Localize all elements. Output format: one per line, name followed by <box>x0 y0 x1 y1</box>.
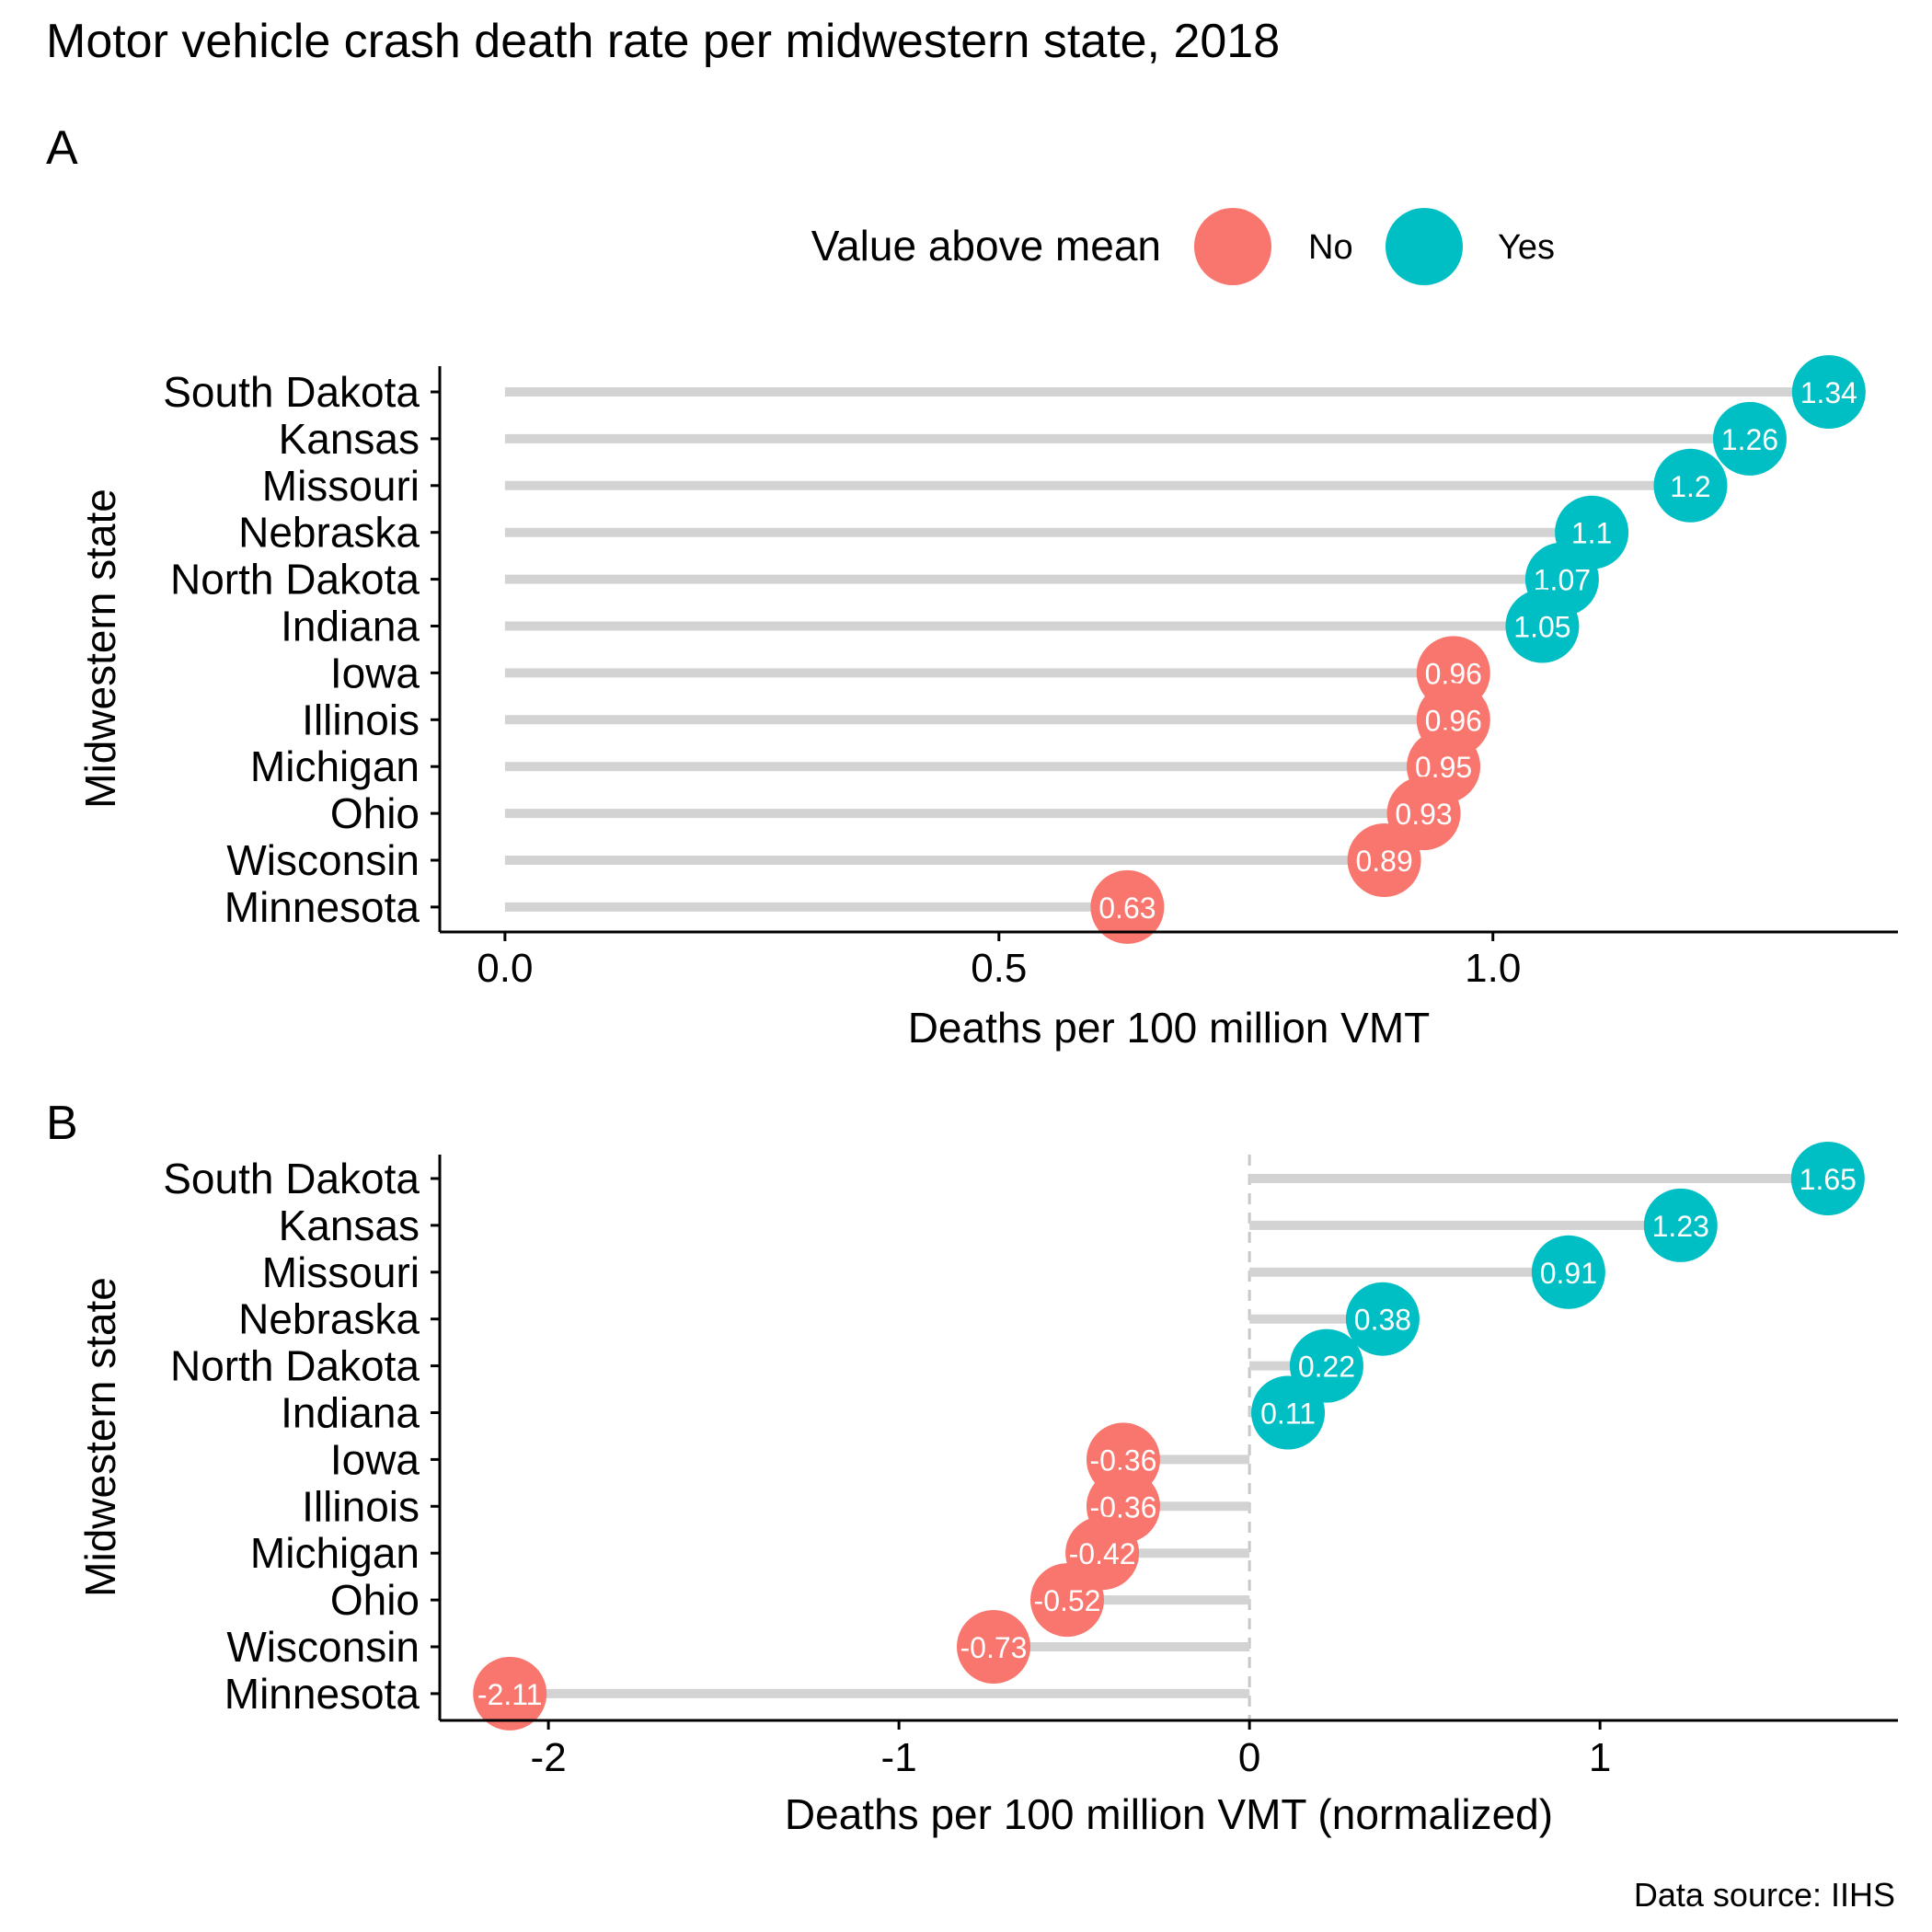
panel-letter: B <box>46 1097 78 1150</box>
y-tick-label-wisconsin: Wisconsin <box>226 836 420 884</box>
panel-a: A 1.34 South Dakota 1.26 Kansas 1.2 Missouri 1.… <box>46 121 1898 1052</box>
value-label-kansas: 1.26 <box>1721 423 1778 456</box>
value-label-minnesota: 0.63 <box>1098 891 1156 925</box>
chart-title: Motor vehicle crash death rate per midwe… <box>46 15 1280 68</box>
y-tick-label-illinois: Illinois <box>302 1482 420 1530</box>
x-axis-title: Deaths per 100 million VMT <box>908 1004 1431 1052</box>
value-label-wisconsin: -0.73 <box>960 1631 1028 1664</box>
data-source-caption: Data source: IIHS <box>1634 1876 1895 1914</box>
y-tick-label-ohio: Ohio <box>330 789 420 837</box>
y-tick-label-indiana: Indiana <box>281 603 420 650</box>
y-tick-label-south-dakota: South Dakota <box>163 368 420 416</box>
x-tick-label: 1.0 <box>1465 946 1521 991</box>
y-tick-label-iowa: Iowa <box>330 1435 420 1483</box>
lollipop-dot-south-dakota <box>1791 355 1866 429</box>
value-label-kansas: 1.23 <box>1652 1210 1709 1243</box>
value-label-michigan: -0.42 <box>1069 1537 1136 1570</box>
value-label-south-dakota: 1.65 <box>1800 1163 1857 1196</box>
y-tick-label-kansas: Kansas <box>279 1202 420 1249</box>
legend-key-yes <box>1386 208 1463 285</box>
y-tick-label-south-dakota: South Dakota <box>163 1155 420 1202</box>
value-label-nebraska: 1.1 <box>1571 517 1612 550</box>
y-tick-label-iowa: Iowa <box>330 649 420 696</box>
y-tick-label-minnesota: Minnesota <box>224 1670 420 1718</box>
y-tick-label-nebraska: Nebraska <box>238 1295 420 1343</box>
value-label-minnesota: -2.11 <box>477 1678 543 1711</box>
value-label-nebraska: 0.38 <box>1354 1304 1411 1337</box>
lollipop-dot-wisconsin <box>956 1610 1030 1684</box>
panel-letter: A <box>46 121 78 175</box>
lollipop-dot-ohio <box>1030 1563 1105 1638</box>
lollipop-dot-indiana <box>1505 589 1580 663</box>
x-tick-label: -1 <box>881 1735 917 1780</box>
legend-label-no: No <box>1308 228 1353 267</box>
value-label-wisconsin: 0.89 <box>1355 845 1412 878</box>
value-label-missouri: 1.2 <box>1670 470 1710 503</box>
x-tick-label: 0.5 <box>971 946 1027 991</box>
lollipop-dot-nebraska <box>1345 1282 1420 1356</box>
y-tick-label-missouri: Missouri <box>262 1248 420 1296</box>
value-label-ohio: 0.93 <box>1395 798 1452 831</box>
lollipop-dot-missouri <box>1653 448 1728 523</box>
y-tick-label-north-dakota: North Dakota <box>170 556 420 604</box>
value-label-south-dakota: 1.34 <box>1800 376 1857 409</box>
y-tick-label-north-dakota: North Dakota <box>170 1342 420 1390</box>
y-tick-label-minnesota: Minnesota <box>224 883 420 931</box>
y-axis-title: Midwestern state <box>76 1277 124 1597</box>
y-tick-label-indiana: Indiana <box>281 1389 420 1437</box>
y-tick-label-illinois: Illinois <box>302 696 420 743</box>
lollipop-dot-missouri <box>1531 1235 1605 1309</box>
x-tick-label: -2 <box>531 1735 567 1780</box>
x-axis-title: Deaths per 100 million VMT (normalized) <box>785 1790 1553 1838</box>
x-tick-label: 1 <box>1589 1735 1611 1780</box>
legend-title: Value above mean <box>811 222 1161 270</box>
y-tick-label-missouri: Missouri <box>262 462 420 510</box>
x-tick-label: 0.0 <box>477 946 533 991</box>
value-label-indiana: 0.11 <box>1260 1397 1316 1431</box>
lollipop-dot-minnesota <box>1090 869 1165 944</box>
value-label-missouri: 0.91 <box>1540 1257 1597 1290</box>
legend-label-yes: Yes <box>1498 228 1555 267</box>
value-label-indiana: 1.05 <box>1513 611 1570 644</box>
legend: Value above mean No Yes <box>811 208 1555 285</box>
y-axis-title: Midwestern state <box>76 489 124 809</box>
lollipop-dot-kansas <box>1712 401 1787 476</box>
value-label-ohio: -0.52 <box>1034 1584 1101 1617</box>
lollipop-dot-indiana <box>1251 1375 1326 1450</box>
value-label-north-dakota: 0.22 <box>1298 1351 1355 1384</box>
y-tick-label-wisconsin: Wisconsin <box>226 1623 420 1671</box>
panel-b: B 1.65 South Dakota 1.23 Kansas 0.91 Missouri 0… <box>46 1097 1898 1838</box>
x-tick-label: 0 <box>1238 1735 1260 1780</box>
y-tick-label-nebraska: Nebraska <box>238 509 420 557</box>
y-tick-label-michigan: Michigan <box>250 742 420 790</box>
y-tick-label-kansas: Kansas <box>279 415 420 463</box>
y-tick-label-michigan: Michigan <box>250 1529 420 1577</box>
lollipop-dot-wisconsin <box>1347 823 1421 897</box>
y-tick-label-ohio: Ohio <box>330 1576 420 1624</box>
lollipop-dot-minnesota <box>473 1656 547 1731</box>
legend-key-no <box>1194 208 1271 285</box>
lollipop-dot-kansas <box>1643 1188 1718 1262</box>
lollipop-dot-south-dakota <box>1790 1142 1865 1215</box>
